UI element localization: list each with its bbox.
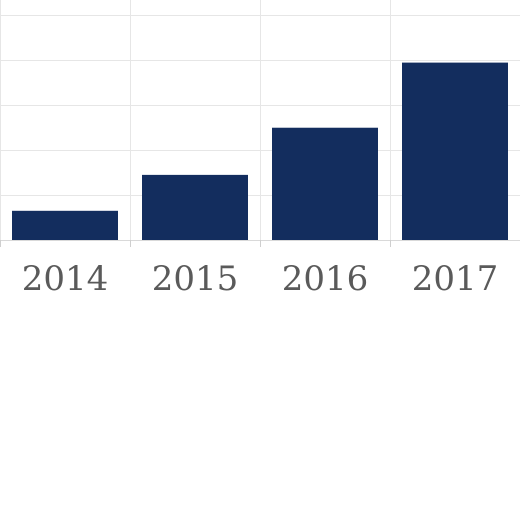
x-tick-label: 2015	[152, 259, 239, 299]
x-tick-label: 2017	[412, 259, 499, 299]
bar-2015	[142, 174, 248, 240]
bars	[12, 62, 508, 240]
x-tick-label: 2014	[22, 259, 109, 299]
x-tick-label: 2016	[282, 259, 369, 299]
bar-2016	[272, 127, 378, 240]
bar-2017	[402, 62, 508, 240]
bar-2014	[12, 210, 118, 240]
x-axis: 2014 2015 2016 2017	[0, 240, 520, 299]
